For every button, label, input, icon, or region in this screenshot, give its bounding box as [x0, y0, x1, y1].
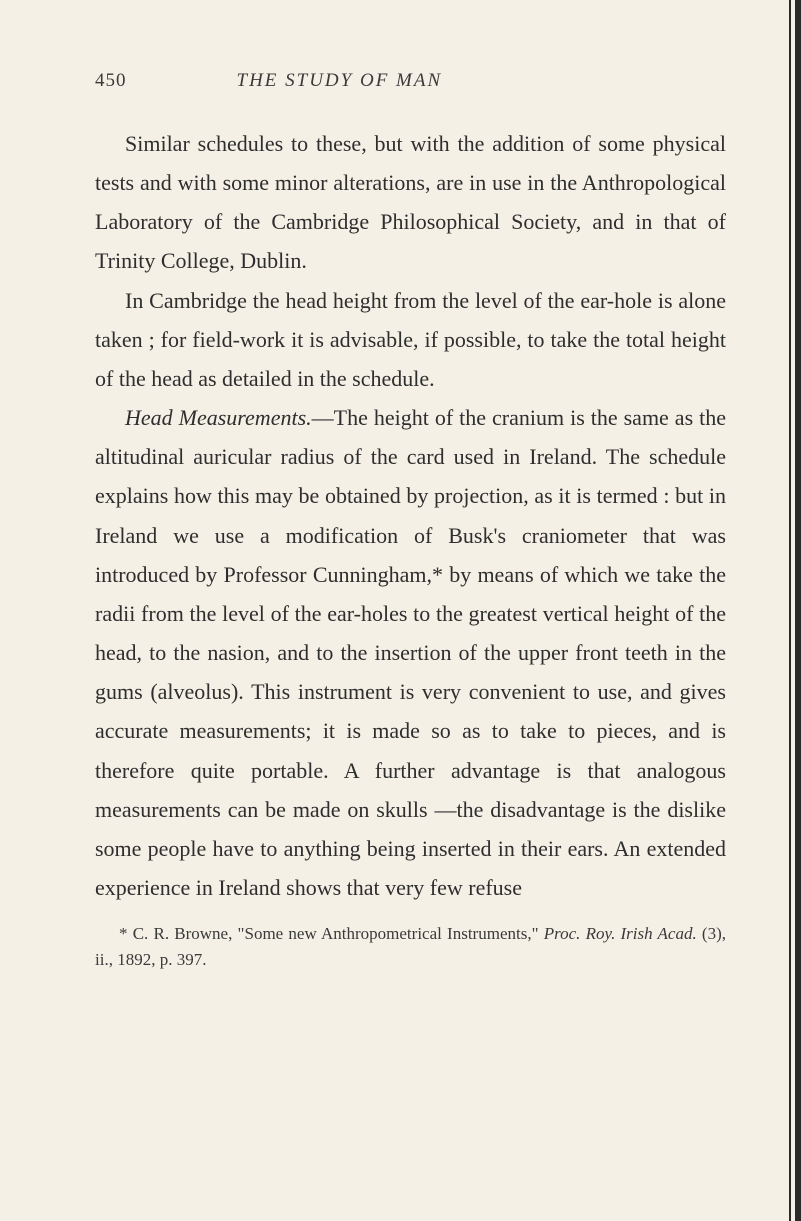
- paragraph-1: Similar schedules to these, but with the…: [95, 124, 726, 281]
- footnote: * C. R. Browne, "Some new Anthropometric…: [95, 921, 726, 974]
- body-text: Similar schedules to these, but with the…: [95, 124, 726, 907]
- paragraph-3: Head Measurements.—The height of the cra…: [95, 398, 726, 907]
- paragraph-3-body: —The height of the cranium is the same a…: [95, 405, 726, 900]
- book-page: 450 THE STUDY OF MAN Similar schedules t…: [0, 0, 801, 1221]
- paragraph-2: In Cambridge the head height from the le…: [95, 281, 726, 398]
- footnote-text: * C. R. Browne, "Some new Anthropometric…: [95, 921, 726, 974]
- paragraph-3-lead: Head Measurements.: [125, 405, 312, 430]
- footnote-mid: , "Some new Anthropometrical Instruments…: [228, 924, 544, 943]
- footnote-journal: Proc. Roy. Irish Acad.: [544, 924, 697, 943]
- page-number: 450: [95, 70, 127, 92]
- right-border-inner: [789, 0, 791, 1221]
- footnote-author: C. R. Browne: [133, 924, 228, 943]
- running-title: THE STUDY OF MAN: [237, 70, 443, 92]
- right-border-outer: [795, 0, 801, 1221]
- page-header: 450 THE STUDY OF MAN: [95, 70, 726, 92]
- footnote-marker: *: [119, 924, 133, 943]
